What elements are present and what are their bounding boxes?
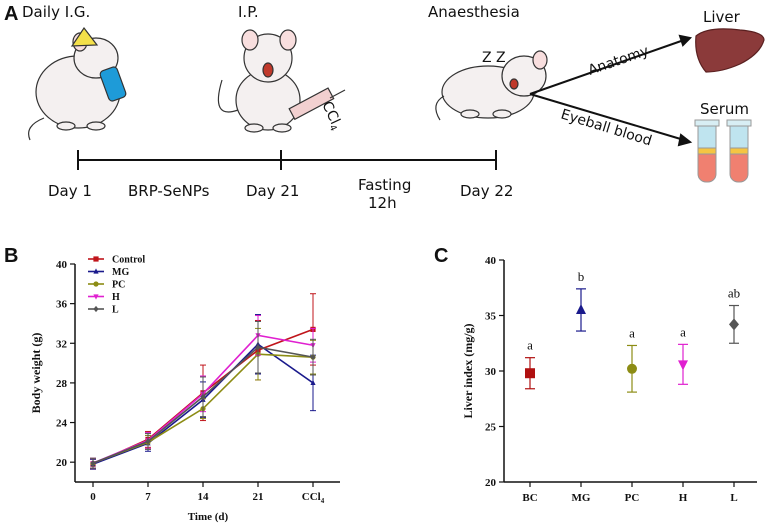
timeline-day1: Day 1 <box>48 182 92 200</box>
c-point-bc: a <box>525 338 535 390</box>
c-y-tick-label: 35 <box>485 311 497 323</box>
mouse-anaesthesia-illustration <box>435 50 548 121</box>
b-y-tick-label: 40 <box>56 259 68 271</box>
c-data-point <box>729 318 739 331</box>
c-point-mg: b <box>576 269 586 332</box>
c-significance-letter: b <box>578 269 585 284</box>
liver-label: Liver <box>703 8 741 26</box>
c-data-point <box>525 368 535 379</box>
b-legend-label: PC <box>112 280 125 291</box>
mouse-injection-illustration <box>217 29 346 133</box>
b-legend-marker <box>93 256 99 262</box>
c-data-point <box>627 363 637 374</box>
b-data-point <box>310 379 316 385</box>
c-data-point <box>678 360 688 371</box>
b-legend-label: H <box>112 292 120 303</box>
panel-b-letter: B <box>4 245 18 267</box>
c-x-tick-label: PC <box>625 492 640 504</box>
b-data-point <box>90 460 96 467</box>
serum-label: Serum <box>700 100 749 118</box>
c-x-tick-label: H <box>679 492 688 504</box>
c-y-tick-label: 20 <box>485 477 497 489</box>
b-legend-label: Control <box>112 255 145 266</box>
c-point-l: ab <box>728 286 740 344</box>
liver-icon <box>695 28 765 73</box>
b-x-tick-label: 21 <box>253 491 264 503</box>
daily-ig-label: Daily I.G. <box>22 3 90 21</box>
timeline-brp-senps: BRP-SeNPs <box>128 182 210 200</box>
branch-arrows <box>529 34 693 147</box>
b-data-point <box>255 344 261 351</box>
c-x-tick-label: L <box>730 492 737 504</box>
c-x-tick-label: MG <box>572 492 591 504</box>
panel-c-letter: C <box>434 245 448 267</box>
c-point-h: a <box>678 324 688 385</box>
panel-b: B Time (d) Body weight (g) 20 24 28 32 36 40 0… <box>4 245 340 523</box>
b-legend-label: MG <box>112 267 129 278</box>
b-y-tick-label: 24 <box>56 418 68 430</box>
b-x-tick-label: 0 <box>90 491 96 503</box>
b-series-l <box>90 320 316 469</box>
body-weight-chart: Time (d) Body weight (g) 20 24 28 32 36 40 0 7 1… <box>29 255 340 523</box>
ip-label: I.P. <box>238 3 259 21</box>
panel-a-letter: A <box>4 3 18 25</box>
b-x-tick-label: 7 <box>145 491 151 503</box>
timeline <box>77 150 497 170</box>
b-data-point <box>200 393 206 400</box>
c-significance-letter: a <box>527 338 533 353</box>
b-legend-marker <box>93 281 99 287</box>
b-data-point <box>145 438 151 445</box>
anatomy-label: Anatomy <box>586 43 651 79</box>
c-significance-letter: a <box>629 325 635 340</box>
c-y-axis-title: Liver index (mg/g) <box>461 323 475 418</box>
b-y-axis-title: Body weight (g) <box>29 333 43 414</box>
c-y-tick-label: 25 <box>485 422 497 434</box>
panel-c: C Liver index (mg/g) 20 25 30 35 40 BC MG PC H La… <box>434 245 757 504</box>
b-x-axis-title: Time (d) <box>188 511 229 523</box>
c-point-pc: a <box>627 325 637 393</box>
c-significance-letter: ab <box>728 286 740 301</box>
b-y-tick-label: 28 <box>56 378 68 390</box>
c-x-tick-label: BC <box>522 492 537 504</box>
b-data-point <box>310 354 316 361</box>
b-x-tick-label: CCl4 <box>302 491 325 505</box>
timeline-12h: 12h <box>368 194 397 212</box>
b-y-tick-label: 36 <box>56 299 68 311</box>
ccl4-syringe-label: CCl4 <box>317 99 346 133</box>
sleep-z-icon: Z Z <box>482 50 506 66</box>
mouse-gavage-illustration <box>28 26 127 141</box>
b-legend-marker <box>93 268 99 274</box>
b-y-tick-label: 20 <box>56 457 68 469</box>
b-x-tick-label: 14 <box>198 491 210 503</box>
b-legend-label: L <box>112 305 119 316</box>
b-legend-marker <box>93 305 99 313</box>
c-significance-letter: a <box>680 324 686 339</box>
c-y-tick-label: 30 <box>485 366 497 378</box>
c-data-point <box>576 303 586 314</box>
eyeball-blood-label: Eyeball blood <box>559 107 654 150</box>
panel-a: A Daily I.G. I.P. Anaesthesia Liver Seru… <box>4 3 765 212</box>
serum-tubes-icon <box>694 119 752 183</box>
b-legend-marker <box>93 294 99 300</box>
timeline-fasting: Fasting <box>358 176 411 194</box>
b-y-tick-label: 32 <box>56 338 68 350</box>
timeline-day21: Day 21 <box>246 182 299 200</box>
c-y-tick-label: 40 <box>485 255 497 267</box>
timeline-day22: Day 22 <box>460 182 513 200</box>
anaesthesia-label: Anaesthesia <box>428 3 520 21</box>
